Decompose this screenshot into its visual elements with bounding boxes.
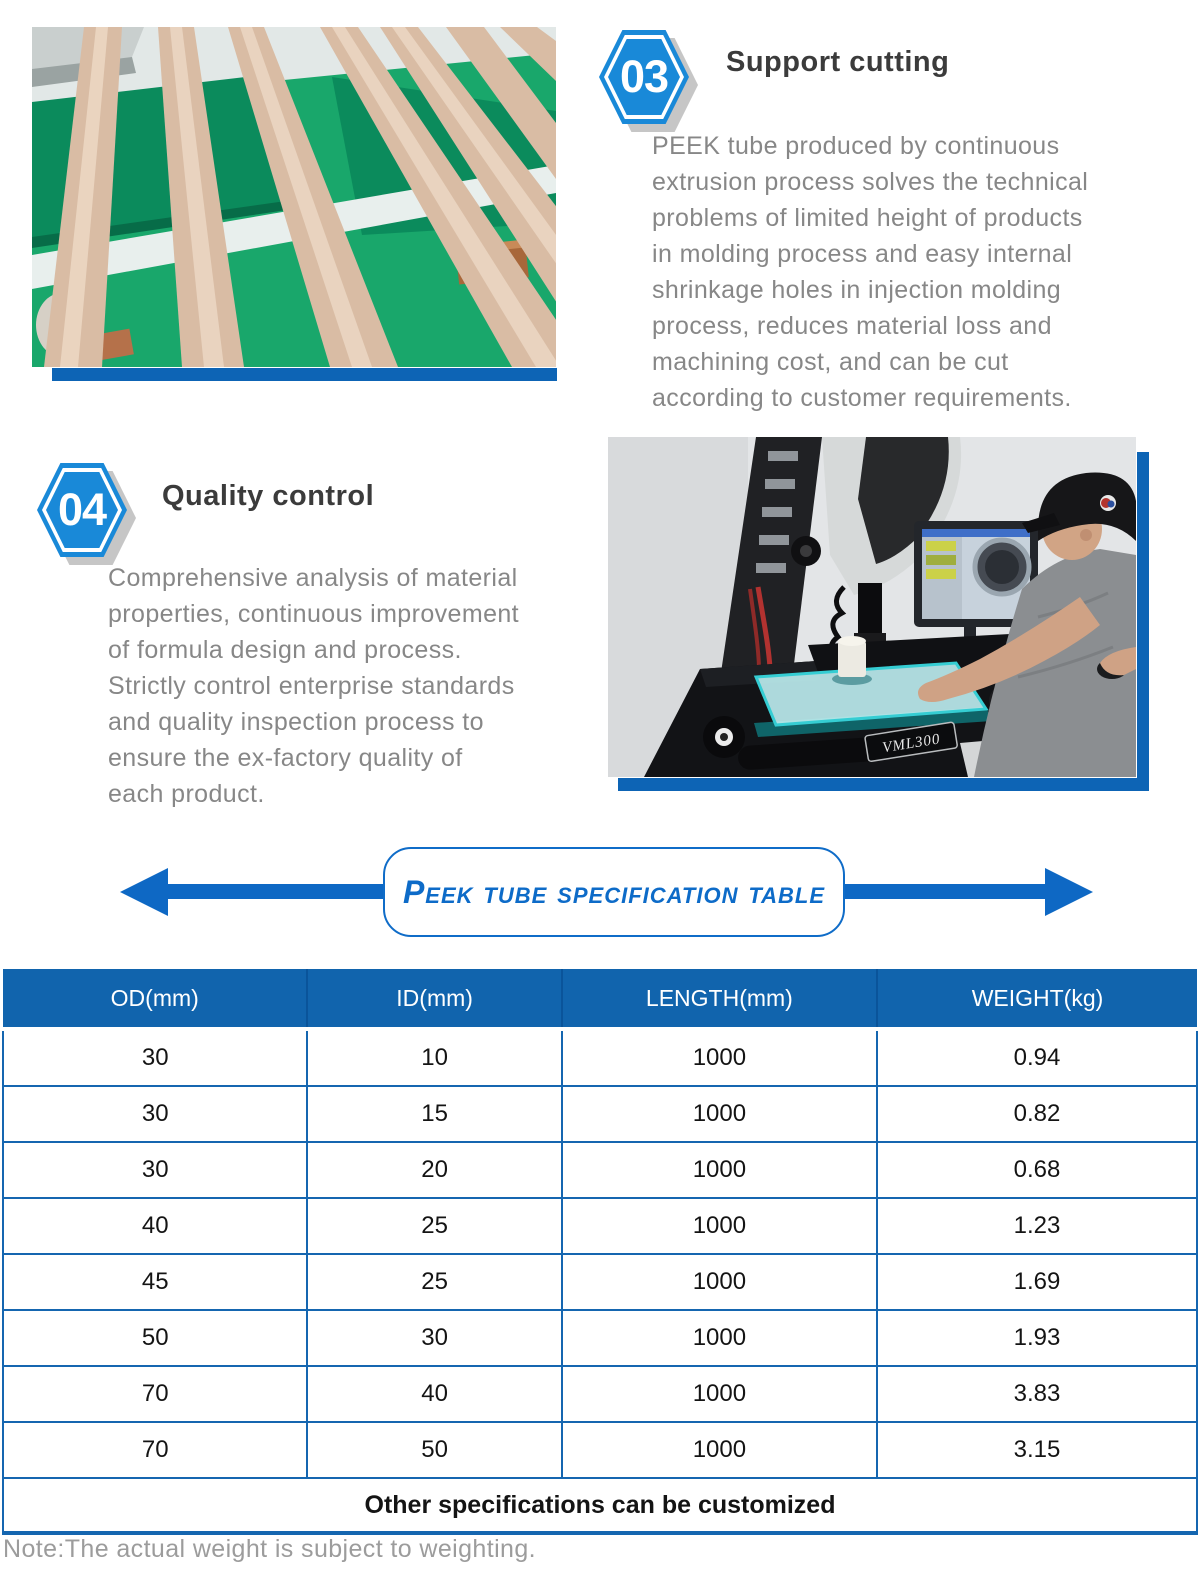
qc-photo-accent-bar-vertical bbox=[1137, 452, 1149, 791]
col-header-id: ID(mm) bbox=[307, 969, 563, 1031]
spec-cell: 40 bbox=[306, 1365, 563, 1423]
spec-cell: 1000 bbox=[560, 1253, 878, 1311]
spec-cell: 1000 bbox=[560, 1421, 878, 1479]
spec-cell: 1.69 bbox=[875, 1253, 1199, 1311]
spec-row: 30 10 1000 0.94 bbox=[1, 1028, 1199, 1087]
spec-row: 40 25 1000 1.23 bbox=[1, 1197, 1199, 1255]
spec-footer-row: Other specifications can be customized bbox=[2, 1477, 1198, 1535]
spec-row: 30 15 1000 0.82 bbox=[1, 1085, 1199, 1143]
peek-tubes-photo bbox=[32, 27, 556, 367]
spec-cell: 70 bbox=[1, 1421, 309, 1479]
spec-cell: 1.93 bbox=[875, 1309, 1199, 1367]
qc-photo-accent-bar-horizontal bbox=[618, 778, 1138, 791]
spec-row: 30 20 1000 0.68 bbox=[1, 1141, 1199, 1199]
step-number-04: 04 bbox=[57, 484, 107, 535]
spec-cell: 1.23 bbox=[875, 1197, 1199, 1255]
right-arrow-icon bbox=[1045, 868, 1093, 916]
spec-cell: 45 bbox=[1, 1253, 309, 1311]
weight-note: Note:The actual weight is subject to wei… bbox=[3, 1535, 536, 1563]
spec-cell: 20 bbox=[306, 1141, 563, 1199]
spec-row: 70 50 1000 3.15 bbox=[1, 1421, 1199, 1479]
spec-table-body: 30 10 1000 0.94 30 15 1000 0.82 30 20 1000 0.68 40 25… bbox=[1, 1028, 1199, 1479]
spec-cell: 3.83 bbox=[875, 1365, 1199, 1423]
spec-cell: 30 bbox=[306, 1309, 563, 1367]
quality-control-illustration: VML300 bbox=[608, 437, 1136, 777]
spec-cell: 30 bbox=[1, 1028, 309, 1087]
section-title-quality-control: Quality control bbox=[162, 480, 375, 512]
spec-table-banner: Peek tube specification table bbox=[383, 847, 845, 937]
spec-footer-note: Other specifications can be customized bbox=[2, 1477, 1198, 1535]
spec-cell: 1000 bbox=[560, 1197, 878, 1255]
spec-cell: 0.94 bbox=[875, 1028, 1199, 1087]
spec-cell: 30 bbox=[1, 1085, 309, 1143]
right-arrow-shaft bbox=[840, 884, 1046, 899]
spec-cell: 50 bbox=[306, 1421, 563, 1479]
spec-cell: 1000 bbox=[560, 1085, 878, 1143]
spec-cell: 10 bbox=[306, 1028, 563, 1087]
step-badge-03: 03 bbox=[599, 30, 698, 132]
left-arrow-icon bbox=[120, 868, 168, 916]
banner-title: Peek tube specification table bbox=[402, 873, 826, 910]
spec-row: 70 40 1000 3.83 bbox=[1, 1365, 1199, 1423]
spec-table: OD(mm) ID(mm) LENGTH(mm) WEIGHT(kg) 30 10… bbox=[1, 969, 1199, 1535]
spec-row: 45 25 1000 1.69 bbox=[1, 1253, 1199, 1311]
spec-cell: 15 bbox=[306, 1085, 563, 1143]
spec-cell: 1000 bbox=[560, 1365, 878, 1423]
spec-cell: 1000 bbox=[560, 1141, 878, 1199]
left-arrow-shaft bbox=[160, 884, 388, 899]
spec-cell: 40 bbox=[1, 1197, 309, 1255]
spec-cell: 25 bbox=[306, 1253, 563, 1311]
quality-control-photo: VML300 bbox=[608, 437, 1136, 777]
spec-cell: 3.15 bbox=[875, 1421, 1199, 1479]
col-header-od: OD(mm) bbox=[3, 969, 309, 1031]
spec-cell: 70 bbox=[1, 1365, 309, 1423]
step-badge-04: 04 bbox=[37, 463, 136, 565]
spec-cell: 1000 bbox=[560, 1309, 878, 1367]
section-body-support-cutting: PEEK tube produced by continuous extrusi… bbox=[652, 132, 1089, 412]
spec-cell: 50 bbox=[1, 1309, 309, 1367]
peek-tubes-illustration bbox=[32, 27, 556, 367]
spec-cell: 30 bbox=[1, 1141, 309, 1199]
spec-row: 50 30 1000 1.93 bbox=[1, 1309, 1199, 1367]
col-header-length: LENGTH(mm) bbox=[561, 969, 878, 1031]
tubes-photo-accent-bar bbox=[52, 368, 557, 381]
step-number-03: 03 bbox=[619, 51, 669, 102]
spec-cell: 25 bbox=[306, 1197, 563, 1255]
col-header-weight: WEIGHT(kg) bbox=[876, 969, 1197, 1031]
section-title-support-cutting: Support cutting bbox=[726, 46, 950, 78]
spec-cell: 0.68 bbox=[875, 1141, 1199, 1199]
spec-cell: 0.82 bbox=[875, 1085, 1199, 1143]
section-body-quality-control: Comprehensive analysis of material prope… bbox=[108, 564, 520, 808]
spec-cell: 1000 bbox=[560, 1028, 878, 1087]
spec-header-row: OD(mm) ID(mm) LENGTH(mm) WEIGHT(kg) bbox=[3, 969, 1197, 1031]
